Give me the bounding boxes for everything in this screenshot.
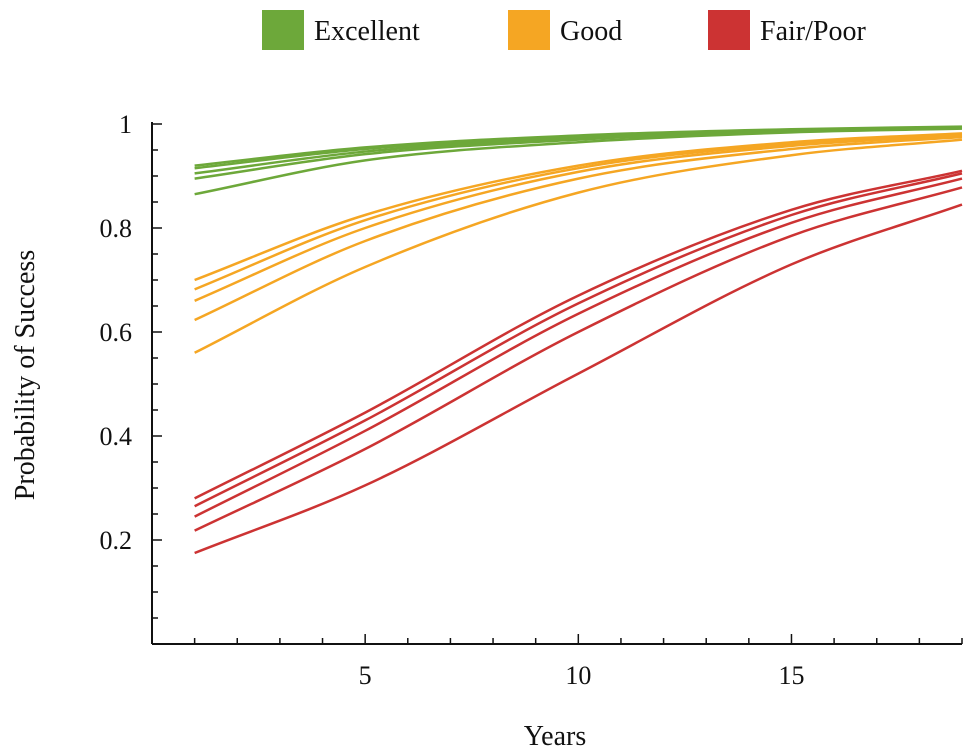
axes: 5 10 15 0.2 0.4 0.6 0.8 1 [100,110,963,690]
legend-item: Excellent [262,10,420,50]
curve-line [194,125,963,167]
curve-line [194,135,963,322]
legend-label: Fair/Poor [760,16,866,47]
x-axis-title: Years [524,721,587,752]
y-tick-label: 0.4 [100,422,133,451]
series-group [194,125,963,555]
legend-label: Good [560,16,622,47]
curve-line [194,132,963,282]
curve-line [194,133,963,291]
y-ticks: 0.2 0.4 0.6 0.8 1 [100,110,162,619]
y-axis-title: Probability of Success [10,250,41,500]
legend-swatch [508,10,550,50]
legend-swatch [708,10,750,50]
legend-label: Excellent [314,16,420,47]
curve-line [194,186,963,532]
x-tick-label: 10 [565,661,591,690]
curve-line [194,134,963,302]
curve-line [194,203,963,555]
legend: Excellent Good Fair/Poor [262,10,866,50]
curve-line [194,127,963,196]
x-tick-label: 5 [359,661,372,690]
x-tick-label: 15 [778,661,804,690]
y-tick-label: 1 [119,110,132,139]
curve-line [194,138,963,354]
legend-item: Good [508,10,622,50]
series-fair-poor [194,169,963,555]
curve-line [194,169,963,500]
legend-item: Fair/Poor [708,10,866,50]
x-ticks: 5 10 15 [193,634,963,690]
y-tick-label: 0.8 [100,214,133,243]
legend-swatch [262,10,304,50]
curve-line [194,177,963,518]
y-tick-label: 0.6 [100,318,133,347]
series-excellent [194,125,963,196]
curve-line [194,172,963,508]
series-good [194,132,963,354]
y-tick-label: 0.2 [100,526,133,555]
